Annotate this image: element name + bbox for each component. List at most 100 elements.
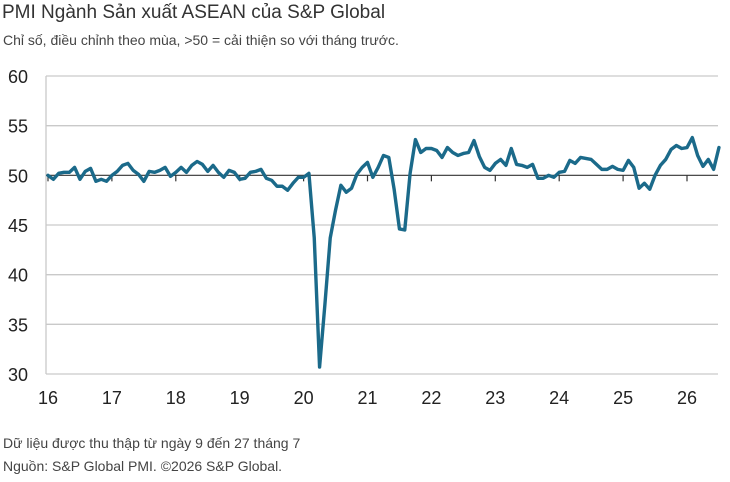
data-point: [153, 171, 156, 174]
data-point: [675, 144, 678, 147]
data-point: [488, 169, 492, 172]
data-point: [579, 156, 582, 159]
data-point: [552, 176, 556, 179]
data-point: [611, 165, 614, 168]
data-point: [84, 170, 87, 173]
data-point: [270, 179, 273, 182]
data-point: [366, 161, 369, 164]
data-point: [217, 171, 220, 174]
data-collection-note: Dữ liệu được thu thập từ ngày 9 đến 27 t…: [3, 435, 301, 451]
x-tick-label: 24: [549, 388, 569, 408]
data-point: [147, 170, 151, 173]
data-point: [435, 149, 438, 152]
data-point: [440, 156, 444, 159]
data-point: [680, 147, 683, 150]
data-point: [201, 163, 204, 166]
data-point: [355, 173, 359, 176]
data-point: [94, 180, 98, 183]
x-tick-label: 20: [294, 388, 314, 408]
data-point: [297, 176, 300, 179]
data-point: [653, 174, 657, 177]
data-point: [589, 158, 593, 161]
data-point: [105, 180, 108, 183]
data-point: [249, 171, 252, 174]
x-tick-label: 19: [230, 388, 250, 408]
data-point: [451, 151, 454, 154]
data-point: [701, 165, 705, 168]
data-point: [233, 171, 236, 174]
data-point: [57, 172, 60, 175]
data-point: [573, 162, 577, 165]
data-point: [339, 184, 343, 187]
data-point: [227, 169, 231, 172]
data-point: [345, 191, 348, 194]
data-point: [302, 176, 305, 179]
source-note: Nguồn: S&P Global PMI. ©2026 S&P Global.: [3, 458, 283, 474]
y-tick-label: 40: [8, 266, 28, 286]
y-tick-label: 50: [8, 166, 28, 186]
x-tick-label: 23: [485, 388, 505, 408]
data-point: [531, 163, 534, 166]
data-point: [254, 170, 257, 173]
data-point: [211, 164, 215, 167]
data-point: [462, 152, 465, 155]
data-point: [195, 160, 199, 163]
y-tick-label: 35: [8, 315, 28, 335]
data-point: [243, 177, 247, 180]
data-point: [238, 178, 241, 181]
data-point: [286, 189, 289, 192]
data-point: [169, 175, 172, 178]
data-point: [185, 171, 188, 174]
data-point: [110, 174, 114, 177]
data-point: [382, 154, 385, 157]
data-point: [632, 166, 635, 169]
data-point: [605, 168, 609, 171]
data-point: [398, 227, 401, 231]
data-point: [307, 172, 311, 175]
data-point: [275, 185, 279, 188]
x-tick-label: 21: [357, 388, 377, 408]
data-point: [190, 164, 193, 167]
x-tick-label: 26: [677, 388, 697, 408]
data-point: [600, 168, 603, 171]
data-point: [323, 303, 327, 306]
data-point: [595, 163, 598, 166]
data-point: [707, 158, 710, 161]
data-point: [46, 174, 50, 177]
data-point: [419, 151, 422, 154]
data-point: [89, 167, 92, 170]
data-point: [456, 154, 460, 157]
data-point: [62, 171, 66, 174]
data-point: [637, 187, 641, 190]
data-point: [467, 151, 470, 154]
x-tick-label: 25: [613, 388, 633, 408]
data-point: [515, 163, 518, 166]
x-tick-label: 22: [421, 388, 441, 408]
data-point: [526, 166, 529, 169]
data-point: [408, 172, 412, 175]
data-point: [360, 166, 364, 169]
data-point: [685, 146, 689, 149]
data-point: [558, 171, 561, 174]
data-point: [313, 236, 316, 240]
chart-subtitle: Chỉ số, điều chỉnh theo mùa, >50 = cải t…: [3, 32, 399, 48]
data-point: [621, 169, 625, 172]
data-point: [483, 166, 486, 169]
axis-layer: 30 35 40 45 50 55 60 16 17 18 19 20 21 22 23 24 25 26: [8, 67, 718, 408]
data-point: [616, 168, 619, 171]
data-point: [222, 176, 225, 179]
series-layer: [46, 135, 721, 369]
pmi-line-chart: 30 35 40 45 50 55 60 16 17 18 19 20 21 22 23 24 25 26: [8, 67, 721, 408]
data-point: [334, 208, 337, 212]
data-point: [510, 147, 513, 150]
data-point: [126, 162, 130, 165]
data-point: [350, 187, 353, 190]
y-tick-label: 60: [8, 67, 28, 87]
data-point: [568, 159, 572, 162]
data-point: [547, 174, 550, 177]
data-point: [121, 164, 124, 167]
data-point: [536, 177, 540, 180]
data-point: [318, 365, 321, 369]
data-point: [504, 164, 508, 167]
data-point: [281, 185, 284, 188]
